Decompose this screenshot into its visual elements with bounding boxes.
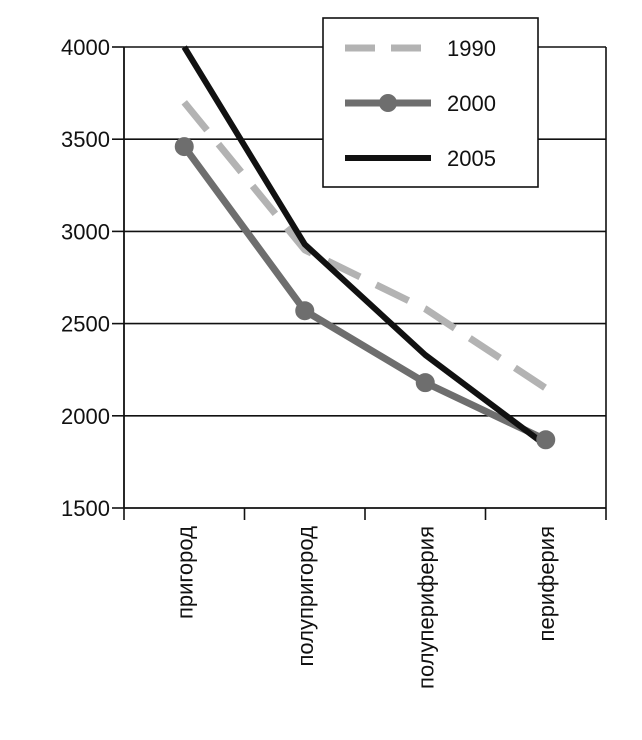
series-point-2000 xyxy=(174,137,194,157)
x-category-label: полупериферия xyxy=(413,526,438,689)
series-layer xyxy=(174,45,556,450)
y-tick-label: 3500 xyxy=(61,127,110,152)
series-point-2000 xyxy=(415,373,435,393)
legend-marker-2000 xyxy=(379,94,397,112)
y-tick-label: 4000 xyxy=(61,35,110,60)
legend-label-2000: 2000 xyxy=(447,91,496,116)
x-category-label: полупригород xyxy=(293,526,318,667)
legend: 1990 2000 2005 xyxy=(322,17,539,188)
series-point-2000 xyxy=(295,301,315,321)
y-tick-label: 3000 xyxy=(61,219,110,244)
series-line-2000 xyxy=(181,144,548,443)
x-category-label: периферия xyxy=(534,526,559,641)
y-tick-label: 2500 xyxy=(61,312,110,337)
series-line-2005 xyxy=(181,45,548,448)
y-tick-label: 1500 xyxy=(61,496,110,521)
legend-label-2005: 2005 xyxy=(447,146,496,171)
series-line-1990 xyxy=(181,100,548,392)
axis-layer: 4000 3500 3000 2500 2000 1500 пригород полуприг… xyxy=(61,35,607,689)
x-category-label: пригород xyxy=(172,526,197,619)
legend-label-1990: 1990 xyxy=(447,36,496,61)
y-tick-label: 2000 xyxy=(61,404,110,429)
series-point-2000 xyxy=(536,430,556,450)
